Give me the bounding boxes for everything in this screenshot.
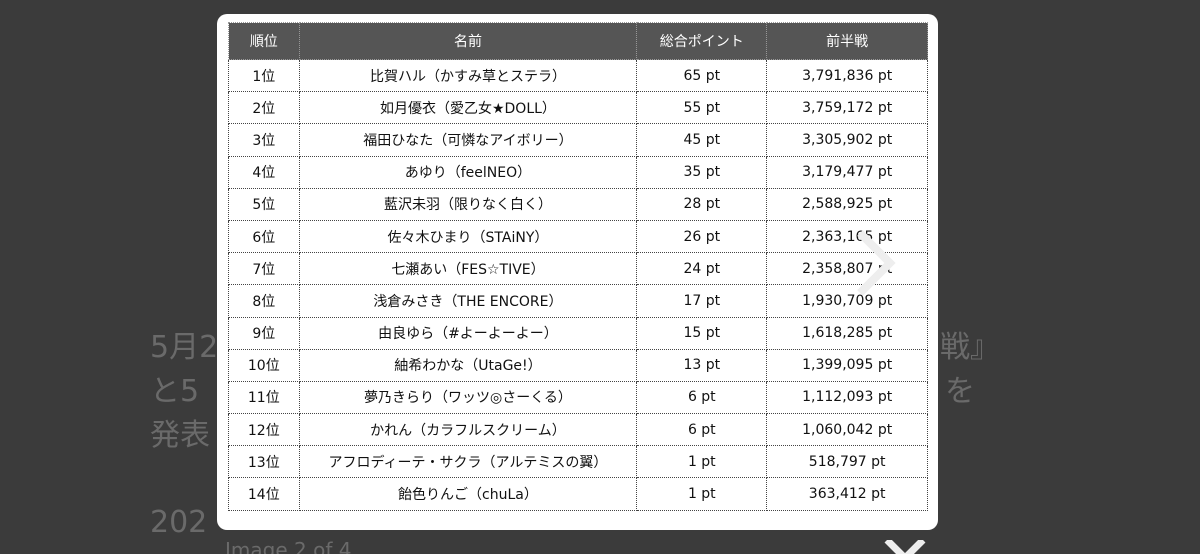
- table-cell: 由良ゆら（#よーよーよー）: [298, 316, 638, 350]
- table-cell: 28 pt: [636, 187, 768, 221]
- table-cell: 1,399,095 pt: [766, 348, 928, 382]
- table-row: 12位 かれん（カラフルスクリーム） 6 pt 1,060,042 pt: [228, 413, 928, 447]
- bg-text: 202: [150, 505, 208, 540]
- lightbox: 順位 名前 総合ポイント 前半戦 1位 比賀ハル（かすみ草とステラ） 65 pt 3,791,…: [217, 14, 938, 530]
- table-cell: 紬希わかな（UtaGe!）: [298, 348, 638, 382]
- header-cell: 総合ポイント: [636, 22, 768, 60]
- table-cell: あゆり（feelNEO）: [298, 155, 638, 189]
- table-cell: 1,060,042 pt: [766, 413, 928, 447]
- close-icon: [884, 540, 926, 554]
- table-cell: 518,797 pt: [766, 445, 928, 479]
- table-cell: 佐々木ひまり（STAiNY）: [298, 219, 638, 254]
- table-cell: 夢乃きらり（ワッツ◎さーくる）: [298, 380, 638, 415]
- table-row: 7位 七瀬あい（FES☆TIVE） 24 pt 2,358,807 pt: [228, 252, 928, 286]
- table-cell: 65 pt: [636, 58, 768, 93]
- table-cell: 35 pt: [636, 155, 768, 189]
- table-cell: 3,759,172 pt: [766, 91, 928, 125]
- header-row: 順位 名前 総合ポイント 前半戦: [228, 22, 928, 60]
- table-cell: 15 pt: [636, 316, 768, 350]
- table-cell: 8位: [228, 284, 300, 318]
- caption: Image 2 of 4: [225, 538, 352, 554]
- bg-text: と5: [150, 374, 200, 409]
- header-cell: 前半戦: [766, 22, 928, 60]
- next-button[interactable]: [850, 228, 900, 298]
- table-cell: 3,305,902 pt: [766, 123, 928, 157]
- table-cell: 1 pt: [636, 445, 768, 479]
- table-cell: 10位: [228, 348, 300, 382]
- table-cell: 14位: [228, 477, 300, 511]
- table-cell: 9位: [228, 316, 300, 350]
- table-cell: 6 pt: [636, 380, 768, 415]
- table-cell: 11位: [228, 380, 300, 415]
- table-row: 8位 浅倉みさき（THE ENCORE） 17 pt 1,930,709 pt: [228, 284, 928, 318]
- table-cell: 13 pt: [636, 348, 768, 382]
- header-cell: 順位: [228, 22, 300, 60]
- table-cell: 6 pt: [636, 413, 768, 447]
- table-cell: 1位: [228, 58, 300, 93]
- table-row: 6位 佐々木ひまり（STAiNY） 26 pt 2,363,165 pt: [228, 219, 928, 254]
- table-cell: 1,930,709 pt: [766, 284, 928, 318]
- ranking-table: 順位 名前 総合ポイント 前半戦 1位 比賀ハル（かすみ草とステラ） 65 pt 3,791,…: [228, 22, 928, 511]
- table-cell: 七瀬あい（FES☆TIVE）: [298, 252, 638, 286]
- table-row: 9位 由良ゆら（#よーよーよー） 15 pt 1,618,285 pt: [228, 316, 928, 350]
- table-cell: 藍沢未羽（限りなく白く）: [298, 187, 638, 221]
- table-cell: 2,363,165 pt: [766, 219, 928, 254]
- table-row: 4位 あゆり（feelNEO） 35 pt 3,179,477 pt: [228, 155, 928, 189]
- table-cell: アフロディーテ・サクラ（アルテミスの翼）: [298, 445, 638, 479]
- table-cell: 6位: [228, 219, 300, 254]
- table-cell: 1,112,093 pt: [766, 380, 928, 415]
- table-row: 13位 アフロディーテ・サクラ（アルテミスの翼） 1 pt 518,797 pt: [228, 445, 928, 479]
- chevron: [857, 230, 896, 296]
- table-cell: 12位: [228, 413, 300, 447]
- close-button[interactable]: [882, 540, 928, 554]
- table-row: 5位 藍沢未羽（限りなく白く） 28 pt 2,588,925 pt: [228, 187, 928, 221]
- table-row: 1位 比賀ハル（かすみ草とステラ） 65 pt 3,791,836 pt: [228, 58, 928, 93]
- table-cell: 13位: [228, 445, 300, 479]
- table-cell: 2,588,925 pt: [766, 187, 928, 221]
- table-cell: 福田ひなた（可憐なアイボリー）: [298, 123, 638, 157]
- table-row: 14位 飴色りんご（chuLa） 1 pt 363,412 pt: [228, 477, 928, 511]
- table-cell: 1,618,285 pt: [766, 316, 928, 350]
- table-cell: 1 pt: [636, 477, 768, 511]
- table-cell: 24 pt: [636, 252, 768, 286]
- table-cell: 4位: [228, 155, 300, 189]
- table-cell: 5位: [228, 187, 300, 221]
- table-row: 3位 福田ひなた（可憐なアイボリー） 45 pt 3,305,902 pt: [228, 123, 928, 157]
- table-cell: 55 pt: [636, 91, 768, 125]
- table-cell: 比賀ハル（かすみ草とステラ）: [298, 58, 638, 93]
- table-row: 11位 夢乃きらり（ワッツ◎さーくる） 6 pt 1,112,093 pt: [228, 380, 928, 415]
- table-cell: 363,412 pt: [766, 477, 928, 511]
- table-cell: 飴色りんご（chuLa）: [298, 477, 638, 511]
- bg-text: 5月2: [150, 330, 219, 365]
- table-row: 10位 紬希わかな（UtaGe!） 13 pt 1,399,095 pt: [228, 348, 928, 382]
- table-cell: 2位: [228, 91, 300, 125]
- table-cell: 26 pt: [636, 219, 768, 254]
- table-row: 2位 如月優衣（愛乙女★DOLL） 55 pt 3,759,172 pt: [228, 91, 928, 125]
- table-cell: 7位: [228, 252, 300, 286]
- bg-text: 戦』: [940, 330, 1000, 365]
- header-cell: 名前: [298, 22, 638, 60]
- table-cell: 如月優衣（愛乙女★DOLL）: [298, 91, 638, 125]
- table-cell: 3,791,836 pt: [766, 58, 928, 93]
- table-cell: 2,358,807 pt: [766, 252, 928, 286]
- table-cell: 浅倉みさき（THE ENCORE）: [298, 284, 638, 318]
- table-cell: 45 pt: [636, 123, 768, 157]
- table-cell: 3位: [228, 123, 300, 157]
- table-cell: 3,179,477 pt: [766, 155, 928, 189]
- bg-text: を: [945, 374, 975, 409]
- bg-text: 発表: [150, 418, 210, 453]
- table-cell: 17 pt: [636, 284, 768, 318]
- table-cell: かれん（カラフルスクリーム）: [298, 413, 638, 447]
